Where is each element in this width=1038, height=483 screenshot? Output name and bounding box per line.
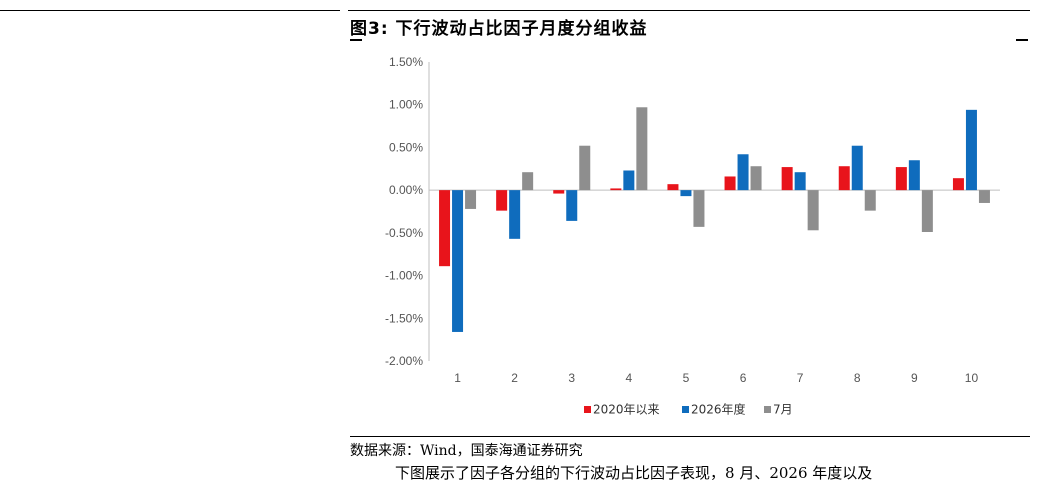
bar-series-3-cat-7 [807,190,819,231]
legend-label-2: 2026年度 [691,402,746,417]
bar-series-1-cat-9 [895,167,907,191]
x-tick-label: 3 [568,371,575,385]
source-top-rule [350,436,1030,437]
bar-series-2-cat-2 [509,190,521,239]
bar-series-2-cat-1 [452,190,464,332]
bar-series-3-cat-5 [693,190,705,227]
bar-series-3-cat-2 [522,172,534,191]
bar-series-2-cat-5 [680,190,692,197]
bar-chart: 1.50% 1.00% 0.50% 0.00% -0.50% -1.00% -1.50% -2… [385,55,1000,417]
bar-series-2-cat-10 [965,109,977,191]
bar-series-2-cat-6 [737,154,749,191]
x-tick-label: 6 [740,371,747,385]
title-underline-left [350,39,362,41]
x-tick-label: 2 [511,371,518,385]
legend-label-1: 2020年以来 [593,403,660,417]
legend-swatch-2 [682,406,689,413]
x-axis-ticks: 1 2 3 4 5 6 7 8 9 10 [454,371,978,385]
bar-series-1-cat-4 [610,188,622,191]
bar-series-3-cat-8 [864,190,876,211]
bar-series-1-cat-10 [952,178,964,191]
y-tick-label: 1.50% [389,55,423,69]
y-tick-label: -1.50% [385,311,423,325]
y-axis-ticks: 1.50% 1.00% 0.50% 0.00% -0.50% -1.00% -1.50% -2… [385,55,423,368]
bar-series-2-cat-7 [794,172,806,191]
x-tick-label: 7 [797,371,804,385]
bars [439,107,990,332]
x-tick-label: 5 [683,371,690,385]
source-note: 数据来源：Wind，国泰海通证券研究 [350,443,583,459]
bar-series-3-cat-1 [465,190,477,209]
x-tick-label: 10 [965,371,979,385]
bar-series-1-cat-3 [553,190,565,194]
top-right-rule [348,10,1030,11]
figure-title: 图3: 下行波动占比因子月度分组收益 [350,19,648,39]
bar-series-1-cat-2 [496,190,508,211]
bar-series-3-cat-6 [750,166,762,191]
legend-label-3: 7月 [773,403,793,417]
bar-series-2-cat-8 [851,145,863,191]
x-tick-label: 8 [854,371,861,385]
y-tick-label: 1.00% [389,98,423,112]
bar-series-1-cat-8 [838,166,850,191]
bar-series-3-cat-9 [921,190,933,233]
y-tick-label: -0.50% [385,226,423,240]
legend-swatch-3 [764,406,771,413]
y-tick-label: 0.00% [389,183,423,197]
bar-series-2-cat-9 [908,160,920,191]
legend-swatch-1 [584,406,591,413]
legend: 2020年以来 2026年度 7月 [584,402,793,417]
bar-series-2-cat-4 [623,170,635,191]
bar-series-1-cat-6 [724,176,736,191]
bar-series-3-cat-10 [978,190,990,203]
bar-series-1-cat-1 [439,190,451,267]
x-tick-label: 4 [626,371,633,385]
bar-series-2-cat-3 [566,190,578,221]
title-underline-right [1016,39,1028,41]
bar-series-1-cat-7 [781,167,793,191]
bar-series-1-cat-5 [667,184,679,191]
y-tick-label: -2.00% [385,354,423,368]
x-tick-label: 1 [454,371,461,385]
bar-series-3-cat-3 [579,145,591,191]
y-tick-label: 0.50% [389,140,423,154]
x-tick-label: 9 [911,371,918,385]
bar-series-3-cat-4 [636,107,648,191]
body-text: 下图展示了因子各分组的下行波动占比因子表现，8 月、2026 年度以及 [395,464,873,482]
top-left-rule [0,10,340,11]
y-tick-label: -1.00% [385,269,423,283]
